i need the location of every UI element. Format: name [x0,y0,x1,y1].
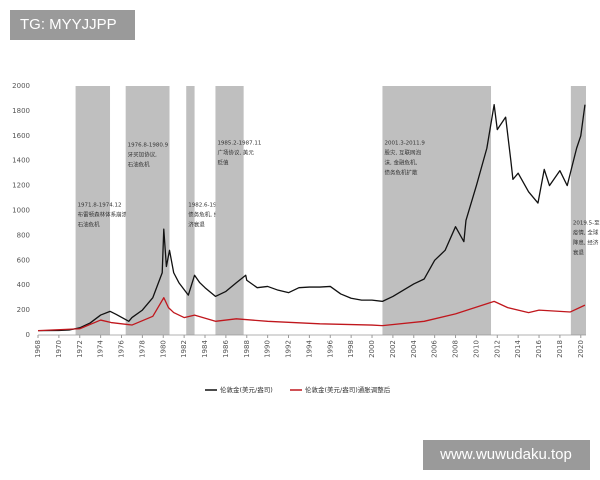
x-tick-label: 2000 [368,340,376,358]
period-note: 1971.8-1974.12 [78,203,122,209]
period-note: 沫, 金融危机, [384,159,417,167]
period-note: 2001.3-2011.9 [384,141,425,147]
x-tick-label: 1988 [243,340,251,358]
x-tick-label: 2014 [514,340,522,358]
y-tick-label: 1400 [12,157,30,165]
period-note: 1982.6-1983.2 [188,203,228,209]
x-tick-label: 2020 [577,340,585,358]
period-note: 2019.5-至今 [573,219,600,227]
x-tick-label: 1976 [118,340,126,358]
period-note: 石油危机 [78,221,101,229]
y-tick-label: 200 [17,306,30,314]
x-tick-label: 1968 [34,340,42,358]
period-note: 债务危机扩散 [384,169,418,177]
watermark-site: www.wuwudaku.top [439,446,572,463]
x-tick-label: 2004 [410,340,418,358]
y-tick-label: 800 [17,231,30,239]
period-note: 降息, 经济 [573,239,599,247]
period-note: 石油危机 [128,161,151,169]
period-note: 布雷顿森林体系崩溃, [78,211,130,219]
y-tick-label: 2000 [12,82,30,90]
period-note: 1985.2-1987.11 [217,141,261,147]
shaded-period [570,86,586,335]
x-tick-label: 1972 [76,340,84,358]
x-tick-label: 2012 [493,340,501,358]
x-tick-label: 1992 [285,340,293,358]
x-tick-label: 1980 [159,340,167,358]
x-tick-label: 1982 [180,340,188,358]
legend-label: 伦敦金(美元/盎司) [220,385,273,394]
y-tick-label: 1800 [12,107,30,115]
shaded-period [186,86,195,335]
site-box [423,440,590,470]
legend-label: 伦敦金(美元/盎司)通胀调整后 [305,385,391,394]
x-tick-label: 2008 [452,340,460,358]
shaded-period [125,86,170,335]
period-note: 衰退 [573,249,585,257]
period-note: 牙买加协议, [128,151,158,159]
plot: 1971.8-1974.12 布雷顿森林体系崩溃, 石油危机 1976.8-1980.… [12,82,600,394]
x-tick-label: 1998 [347,340,355,358]
period-note: 广场协议, 美元 [217,149,254,157]
period-note: 1976.8-1980.9 [128,143,169,149]
x-tick-label: 2016 [535,340,543,358]
tag-box [10,10,135,40]
period-note: 贬值 [217,159,229,167]
x-tick-label: 1974 [97,340,105,358]
y-tick-label: 1000 [12,207,30,215]
x-tick-label: 2006 [431,340,439,358]
y-tick-label: 0 [26,331,30,339]
watermark-tag: TG: MYYJJPP [20,16,117,33]
x-tick-label: 1996 [326,340,334,358]
x-tick-label: 1986 [222,340,230,358]
series-line [37,297,586,332]
shaded-period [75,86,111,335]
x-tick-label: 1994 [305,340,313,358]
series-line [37,104,586,332]
y-tick-label: 1600 [12,132,30,140]
x-tick-label: 2002 [389,340,397,358]
x-tick-label: 1984 [201,340,209,358]
period-note: 疫情, 全球 [573,229,599,237]
y-tick-label: 600 [17,256,30,264]
y-tick-label: 400 [17,281,30,289]
period-note: 债务危机, 经 [188,211,219,219]
x-tick-label: 2010 [472,340,480,358]
shaded-period [215,86,244,335]
period-note: 股灾, 互联网泡 [384,149,421,157]
shaded-period [382,86,492,335]
period-note: 济衰退 [188,221,205,229]
x-tick-label: 1978 [138,340,146,358]
x-tick-label: 1970 [55,340,63,358]
y-tick-label: 1200 [12,182,30,190]
x-tick-label: 1990 [264,340,272,358]
x-tick-label: 2018 [556,340,564,358]
